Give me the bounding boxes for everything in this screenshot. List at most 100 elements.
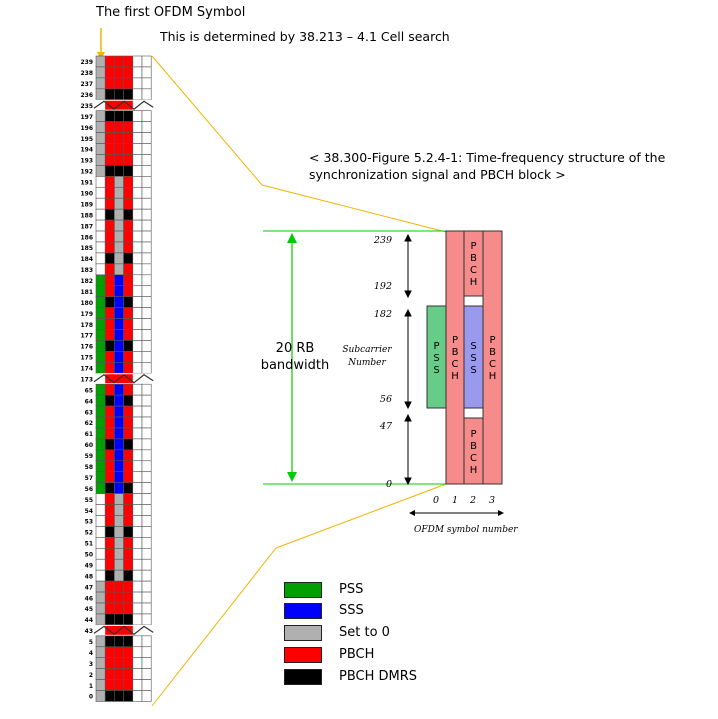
grid-cell [104,165,115,177]
grid-row-label: 64 [85,398,93,405]
grid-cell [114,197,124,210]
ssb-pbch-label-sym3: P [489,335,495,346]
grid-row-label: 65 [85,387,93,394]
ssb-sym3-pbch [482,230,503,485]
grid-cell [141,394,152,407]
grid-cell [123,329,134,341]
grid-cell [132,438,143,451]
ssb-pbch-label-sym1: B [452,347,459,358]
grid-cell [114,493,124,505]
subcarrier-tick-label: 47 [379,421,393,432]
grid-cell [104,340,115,352]
grid-cell [95,493,106,505]
grid-cell [104,274,115,287]
grid-cell [123,460,134,473]
ssb-pbch-label-sym2-top: P [470,241,476,252]
grid-cell [123,110,134,122]
grid-cell [141,296,152,308]
grid-cell [123,537,134,549]
grid-cell [104,460,115,473]
grid-cell [141,362,152,374]
ssb-pbch-label-sym1: H [451,371,459,382]
grid-cell [132,208,143,221]
grid-cell [104,482,115,494]
grid-cell [123,668,134,680]
grid-cell [104,208,115,221]
grid-cell [132,318,143,330]
grid-cell [123,569,134,582]
grid-cell [123,690,134,702]
grid-cell [141,110,152,122]
grid-cell [104,569,115,582]
grid-cell [123,493,134,505]
grid-row-label: 59 [85,453,93,460]
grid-cell [104,471,115,483]
grid-cell [95,449,106,462]
grid-cell [141,176,152,188]
grid-row-label: 179 [80,311,93,318]
grid-cell [132,143,143,155]
legend-swatch-pss [284,582,322,598]
grid-cell [123,55,134,68]
grid-cell [141,657,152,669]
grid-cell [123,219,134,232]
grid-cell [123,504,134,516]
grid-row-label: 184 [80,256,93,263]
grid-row-label: 174 [80,366,93,373]
grid-row-label: 51 [85,541,93,548]
grid-cell [141,580,152,593]
grid-row-label: 61 [85,431,93,438]
grid-row-label: 45 [85,606,93,613]
grid-cell [132,526,143,538]
legend-swatch-pbch [284,647,322,663]
grid-cell [132,602,143,615]
grid-cell [114,394,124,407]
grid-row-label: 63 [85,409,93,416]
grid-cell [141,690,152,702]
grid-cell [104,515,115,527]
grid-row-label: 57 [85,475,93,482]
first-symbol-title: The first OFDM Symbol [96,5,246,20]
grid-cell [114,219,124,232]
grid-cell [95,569,106,582]
grid-row-label: 47 [85,584,93,591]
grid-cell [95,121,106,133]
grid-cell [141,416,152,429]
grid-cell [104,362,115,374]
grid-cell [95,329,106,341]
grid-cell [114,208,124,221]
grid-cell [95,668,106,680]
grid-cell [141,613,152,626]
grid-cell [95,197,106,210]
grid-cell [95,591,106,604]
grid-row-label: 239 [80,59,93,66]
grid-row-label: 62 [85,420,93,427]
grid-row-label: 55 [85,497,93,504]
grid-cell [114,252,124,265]
grid-cell [104,405,115,418]
grid-cell [123,154,134,166]
grid-cell [123,394,134,407]
grid-cell [123,449,134,462]
grid-cell [114,416,124,429]
grid-cell [114,657,124,669]
grid-cell [104,77,115,90]
grid-cell [141,569,152,582]
grid-cell [114,263,124,276]
grid-cell [132,263,143,276]
ssb-pbch-label-sym2-top: C [470,265,477,276]
legend-swatch-set-to-0 [284,625,322,641]
grid-cell [132,569,143,582]
figure-caption: < 38.300-Figure 5.2.4-1: Time-frequency … [309,149,665,183]
grid-cell [123,558,134,571]
grid-cell [104,110,115,122]
grid-cell [104,526,115,538]
grid-cell [114,318,124,330]
grid-row-label: 181 [80,289,93,296]
grid-cell [141,197,152,210]
grid-cell [95,635,106,648]
grid-cell [123,307,134,319]
